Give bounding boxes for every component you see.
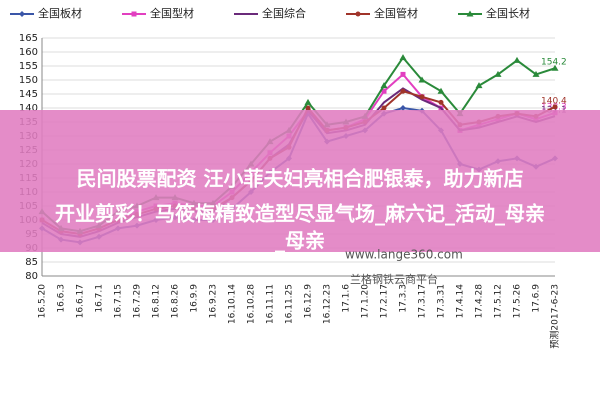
x-tick-label: 16.6.3 — [57, 284, 67, 313]
x-tick-label: 预测2017-6-23 — [550, 284, 561, 349]
x-tick-label: 16.7.15 — [114, 284, 124, 318]
x-tick-label: 16.8.26 — [171, 284, 181, 319]
marker — [304, 98, 312, 105]
marker — [381, 105, 387, 111]
y-tick-label: 150 — [19, 75, 38, 86]
marker — [513, 56, 521, 63]
x-tick-label: 16.7.1 — [95, 284, 105, 313]
marker — [466, 10, 474, 17]
legend-label: 全国长材 — [486, 6, 530, 20]
marker — [551, 64, 559, 71]
x-tick-label: 17.4.28 — [475, 284, 485, 319]
marker — [438, 99, 444, 105]
marker — [437, 87, 445, 94]
platform: 兰格钢铁云商平台 — [350, 272, 438, 286]
y-tick-label: 145 — [19, 89, 38, 100]
marker — [419, 94, 425, 100]
marker — [400, 105, 406, 111]
x-tick-label: 16.7.29 — [133, 284, 143, 319]
legend-label: 全国型材 — [150, 6, 194, 20]
marker — [552, 104, 558, 110]
x-tick-label: 17.5.26 — [513, 284, 523, 319]
legend-label: 全国综合 — [262, 6, 306, 20]
x-tick-label: 16.8.12 — [152, 284, 162, 318]
x-tick-label: 17.6.9 — [532, 284, 542, 313]
y-tick-label: 80 — [25, 271, 38, 282]
y-tick-label: 140 — [19, 103, 38, 114]
x-tick-label: 16.10.28 — [247, 284, 257, 324]
x-tick-label: 17.3.17 — [418, 284, 428, 318]
marker — [400, 71, 406, 77]
y-tick-label: 155 — [19, 61, 38, 72]
x-tick-label: 16.10.14 — [228, 284, 238, 324]
marker — [475, 82, 483, 89]
marker — [355, 11, 361, 17]
x-tick-label: 16.11.11 — [266, 284, 276, 324]
x-tick-label: 17.3.3 — [399, 284, 409, 313]
y-tick-label: 160 — [19, 47, 38, 58]
marker — [380, 82, 388, 89]
marker — [494, 70, 502, 77]
end-label: 154.2 — [541, 58, 567, 68]
x-tick-label: 17.1.6 — [342, 284, 352, 313]
x-tick-label: 16.12.23 — [323, 284, 333, 324]
marker — [131, 11, 137, 17]
x-tick-label: 17.5.12 — [494, 284, 504, 318]
legend-label: 全国管材 — [374, 6, 418, 20]
x-tick-label: 17.4.14 — [456, 284, 466, 319]
legend-label: 全国板材 — [38, 6, 82, 20]
banner-line: 民间股票配资 汪小菲夫妇亮相合肥银泰，助力新店 — [77, 167, 524, 191]
marker — [19, 11, 25, 17]
x-tick-label: 17.2.17 — [380, 284, 390, 318]
x-tick-label: 16.6.17 — [76, 284, 86, 318]
marker — [400, 88, 406, 94]
x-tick-label: 16.9.23 — [209, 284, 219, 318]
banner — [0, 110, 600, 252]
marker — [532, 70, 540, 77]
marker — [305, 105, 311, 111]
y-tick-label: 165 — [19, 33, 38, 44]
y-tick-label: 85 — [25, 257, 38, 268]
x-tick-label: 16.12.9 — [304, 284, 314, 319]
x-tick-label: 16.11.25 — [285, 284, 295, 324]
banner-line: 开业剪彩！马筱梅精致造型尽显气场_麻六记_活动_母亲 — [55, 202, 545, 226]
marker — [381, 88, 387, 94]
banner-line: _母亲 — [275, 229, 325, 253]
marker — [399, 54, 407, 61]
x-tick-label: 16.9.9 — [190, 284, 200, 313]
x-tick-label: 17.3.31 — [437, 284, 447, 318]
x-tick-label: 17.1.20 — [361, 284, 371, 319]
marker — [418, 76, 426, 83]
watermark: www.lange360.com — [345, 248, 463, 262]
end-label: 140.4 — [541, 96, 567, 106]
x-tick-label: 16.5.20 — [38, 284, 48, 319]
